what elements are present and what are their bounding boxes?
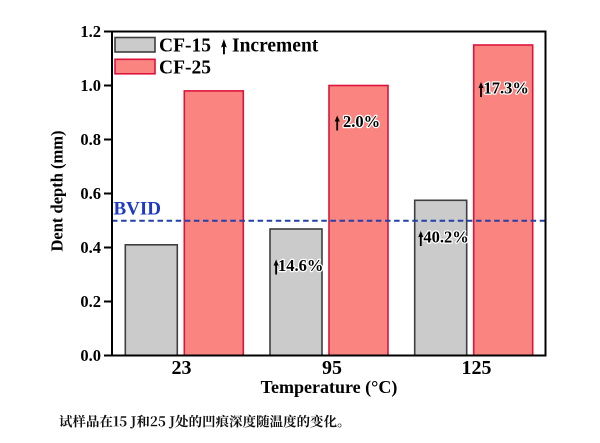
svg-text:Temperature (°C): Temperature (°C) bbox=[261, 377, 398, 398]
svg-text:0.0: 0.0 bbox=[80, 346, 101, 365]
svg-text:125: 125 bbox=[462, 357, 492, 379]
svg-text:Dent depth (mm): Dent depth (mm) bbox=[47, 131, 66, 252]
svg-text:40.2%: 40.2% bbox=[423, 228, 468, 247]
svg-text:BVID: BVID bbox=[114, 199, 162, 220]
svg-text:0.8: 0.8 bbox=[80, 130, 101, 149]
svg-text:0.6: 0.6 bbox=[80, 184, 101, 203]
svg-text:95: 95 bbox=[322, 357, 342, 379]
svg-text:0.2: 0.2 bbox=[80, 292, 101, 311]
svg-text:17.3%: 17.3% bbox=[484, 79, 529, 98]
svg-text:CF-25: CF-25 bbox=[159, 58, 211, 79]
svg-text:1.2: 1.2 bbox=[80, 22, 101, 41]
svg-text:23: 23 bbox=[172, 357, 192, 379]
svg-text:14.6%: 14.6% bbox=[278, 256, 323, 275]
svg-text:0.4: 0.4 bbox=[80, 238, 101, 257]
svg-text:CF-15: CF-15 bbox=[159, 36, 211, 57]
svg-text:2.0%: 2.0% bbox=[343, 112, 380, 131]
svg-text:Increment: Increment bbox=[232, 36, 319, 57]
svg-text:1.0: 1.0 bbox=[80, 76, 101, 95]
